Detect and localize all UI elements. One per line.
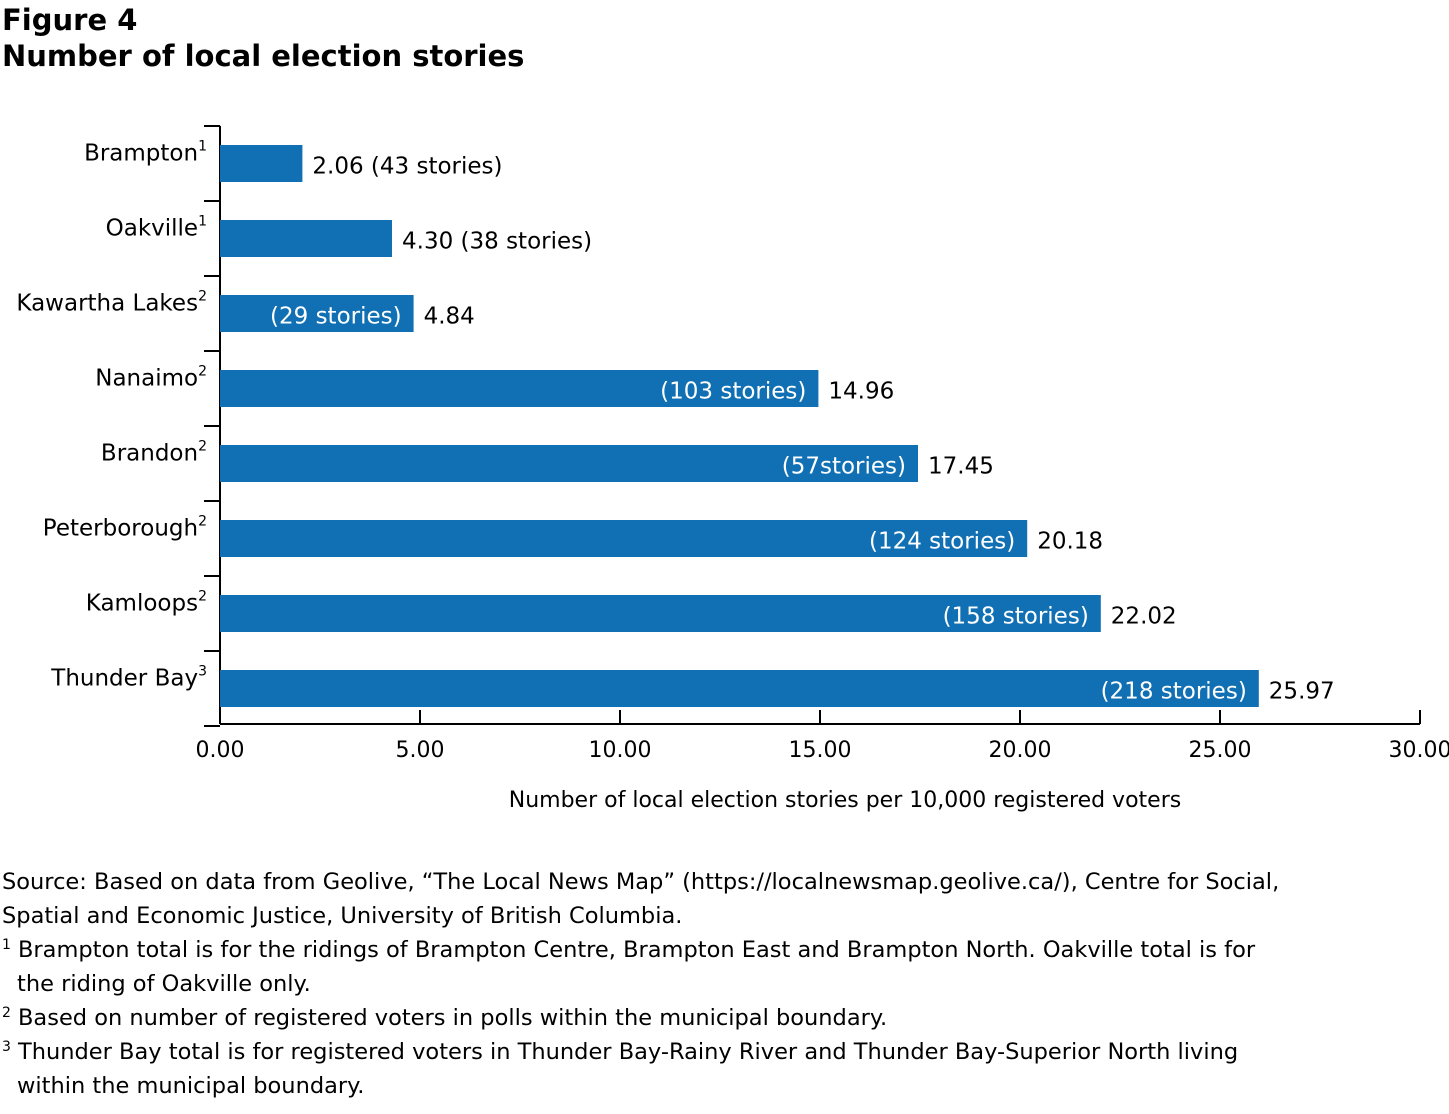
bar bbox=[220, 220, 392, 257]
bar bbox=[220, 595, 1101, 632]
story-label: (158 stories) bbox=[943, 604, 1089, 630]
footnote-3-text-2: within the municipal boundary. bbox=[17, 1073, 365, 1099]
footnote-3: 3 Thunder Bay total is for registered vot… bbox=[2, 1038, 1239, 1065]
value-label: 20.18 bbox=[1037, 529, 1103, 555]
value-label: 22.02 bbox=[1111, 604, 1177, 630]
footnote-1-text-2: the riding of Oakville only. bbox=[17, 971, 311, 997]
category-label: Kawartha Lakes2 bbox=[16, 289, 207, 317]
bar bbox=[220, 520, 1028, 557]
story-label: (57stories) bbox=[782, 454, 906, 480]
bar bbox=[220, 670, 1259, 707]
story-label: (218 stories) bbox=[1101, 679, 1247, 705]
bar bbox=[220, 370, 819, 407]
footnote-2: 2 Based on number of registered voters in… bbox=[2, 1004, 888, 1031]
story-label: (124 stories) bbox=[869, 529, 1015, 555]
footnote-1-text: Brampton total is for the ridings of Bra… bbox=[18, 937, 1256, 963]
bar bbox=[220, 295, 414, 332]
source-text-1: Source: Based on data from Geolive, “The… bbox=[2, 869, 1280, 895]
bar bbox=[220, 145, 303, 182]
value-label: 2.06 (43 stories) bbox=[312, 154, 502, 180]
x-tick-label: 15.00 bbox=[789, 738, 852, 763]
value-label: 4.30 (38 stories) bbox=[402, 229, 592, 255]
category-label: Brandon2 bbox=[101, 439, 207, 467]
figure-heading: Figure 4 Number of local election storie… bbox=[2, 2, 524, 74]
story-label: (29 stories) bbox=[270, 304, 402, 330]
x-tick-label: 20.00 bbox=[989, 738, 1052, 763]
category-label: Kamloops2 bbox=[86, 589, 207, 617]
value-label: 17.45 bbox=[928, 454, 994, 480]
value-label: 25.97 bbox=[1269, 679, 1335, 705]
x-axis-title: Number of local election stories per 10,… bbox=[509, 788, 1181, 813]
source-note-cont: Spatial and Economic Justice, University… bbox=[2, 899, 1447, 933]
category-label: Nanaimo2 bbox=[95, 364, 207, 392]
source-note: Source: Based on data from Geolive, “The… bbox=[2, 865, 1447, 899]
footnote-3-text: Thunder Bay total is for registered vote… bbox=[18, 1039, 1239, 1065]
footnote-3-cont: within the municipal boundary. bbox=[2, 1069, 1447, 1103]
x-tick-label: 30.00 bbox=[1389, 738, 1449, 763]
category-label: Brampton1 bbox=[84, 139, 207, 167]
category-label: Oakville1 bbox=[106, 214, 207, 242]
x-tick-label: 5.00 bbox=[396, 738, 445, 763]
notes: Source: Based on data from Geolive, “The… bbox=[2, 865, 1447, 1103]
bar bbox=[220, 445, 918, 482]
value-label: 14.96 bbox=[828, 379, 894, 405]
bar-chart: 0.00 5.00 10.00 15.00 20.00 25.00 30.00 Number … bbox=[16, 125, 1449, 813]
category-label: Thunder Bay3 bbox=[50, 664, 207, 692]
footnote-1-cont: the riding of Oakville only. bbox=[2, 967, 1447, 1001]
source-text-2: Spatial and Economic Justice, University… bbox=[2, 903, 683, 929]
story-label: (103 stories) bbox=[660, 379, 806, 405]
footnote-1: 1 Brampton total is for the ridings of Br… bbox=[2, 936, 1256, 963]
value-label: 4.84 bbox=[424, 304, 475, 330]
x-tick-label: 0.00 bbox=[196, 738, 245, 763]
x-tick-label: 10.00 bbox=[589, 738, 652, 763]
x-tick-label: 25.00 bbox=[1189, 738, 1252, 763]
footnote-2-text: Based on number of registered voters in … bbox=[18, 1005, 888, 1031]
figure-label: Figure 4 bbox=[2, 3, 138, 37]
category-label: Peterborough2 bbox=[43, 514, 207, 542]
figure-title: Number of local election stories bbox=[2, 39, 525, 73]
